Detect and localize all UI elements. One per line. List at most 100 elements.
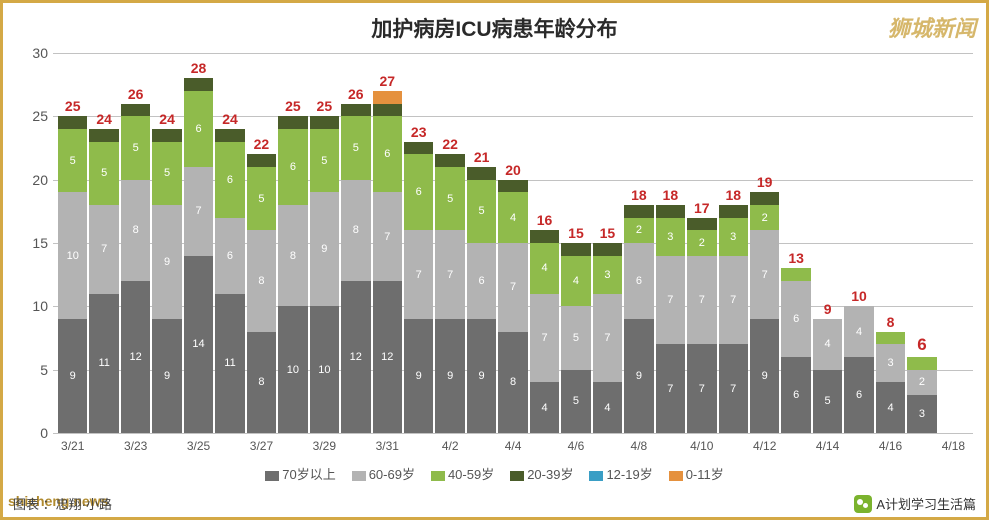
- segment-value: 9: [447, 370, 453, 382]
- bar-segment: 3: [656, 218, 685, 256]
- bar-column: 549: [813, 319, 842, 433]
- bar-segment: 9: [624, 319, 653, 433]
- bar-segment: [89, 129, 118, 142]
- legend-swatch: [431, 471, 445, 481]
- bar-column: 97522: [435, 154, 464, 433]
- bar-segment: 6: [215, 142, 244, 218]
- bar-column: 128526: [121, 104, 150, 433]
- bar-segment: [656, 205, 685, 218]
- bar-segment: 7: [184, 167, 213, 256]
- segment-value: 9: [762, 370, 768, 382]
- bar-segment: 9: [750, 319, 779, 433]
- segment-value: 5: [70, 155, 76, 167]
- segment-value: 10: [287, 364, 299, 376]
- bar-segment: 5: [152, 142, 181, 205]
- segment-value: 5: [825, 395, 831, 407]
- segment-value: 4: [541, 402, 547, 414]
- bar-segment: 9: [435, 319, 464, 433]
- segment-value: 12: [381, 351, 393, 363]
- bar-total-label: 19: [757, 174, 773, 190]
- y-tick-label: 10: [23, 298, 48, 314]
- bar-segment: 5: [121, 116, 150, 179]
- segment-value: 4: [541, 262, 547, 274]
- bar-segment: 7: [656, 344, 685, 433]
- segment-value: 11: [224, 357, 235, 369]
- bar-total-label: 6: [917, 335, 926, 355]
- x-tick-label: [529, 433, 560, 453]
- legend-item: 0-11岁: [669, 464, 724, 483]
- y-tick-label: 20: [23, 172, 48, 188]
- segment-value: 5: [164, 167, 170, 179]
- bar-segment: [593, 243, 622, 256]
- bar-total-label: 20: [505, 162, 521, 178]
- x-tick-label: 4/18: [938, 433, 969, 453]
- bar-segment: [247, 154, 276, 167]
- bar-segment: 6: [467, 243, 496, 319]
- bar-column: 87420: [498, 180, 527, 433]
- bar-segment: [530, 230, 559, 243]
- segment-value: 6: [793, 389, 799, 401]
- bar-column: 6613: [781, 268, 810, 433]
- bar-segment: 2: [750, 205, 779, 230]
- bar-segment: 7: [404, 230, 433, 319]
- bar-total-label: 26: [348, 86, 364, 102]
- bar-segment: 5: [435, 167, 464, 230]
- segment-value: 10: [318, 364, 330, 376]
- segment-value: 14: [192, 338, 204, 350]
- bar-column: 55415: [561, 243, 590, 433]
- bar-segment: 7: [89, 205, 118, 294]
- segment-value: 5: [353, 142, 359, 154]
- bar-total-label: 18: [725, 187, 741, 203]
- bar-segment: [467, 167, 496, 180]
- bar-segment: 7: [373, 192, 402, 281]
- bar-segment: 6: [844, 357, 873, 433]
- bar-segment: 8: [247, 332, 276, 433]
- segment-value: 2: [919, 376, 925, 388]
- x-tick-label: 3/21: [57, 433, 88, 453]
- bar-segment: 2: [687, 230, 716, 255]
- bar-segment: 9: [58, 319, 87, 433]
- segment-value: 8: [353, 224, 359, 236]
- x-tick-label: 4/6: [560, 433, 591, 453]
- bar-total-label: 10: [851, 288, 867, 304]
- x-tick-label: 4/16: [875, 433, 906, 453]
- bar-segment: 6: [404, 154, 433, 230]
- bar-segment: 11: [89, 294, 118, 433]
- segment-value: 6: [227, 174, 233, 186]
- segment-value: 7: [384, 231, 390, 243]
- bar-segment: 14: [184, 256, 213, 433]
- segment-value: 7: [541, 332, 547, 344]
- y-tick-label: 15: [23, 235, 48, 251]
- segment-value: 3: [667, 231, 673, 243]
- segment-value: 7: [604, 332, 610, 344]
- x-tick-label: 3/25: [183, 433, 214, 453]
- bar-column: 97219: [750, 192, 779, 433]
- bar-column: 127627: [373, 91, 402, 433]
- segment-value: 7: [510, 281, 516, 293]
- legend-item: 70岁以上: [265, 464, 335, 483]
- bar-segment: 6: [373, 116, 402, 192]
- x-tick-label: [214, 433, 245, 453]
- bar-segment: [152, 129, 181, 142]
- bar-total-label: 22: [254, 136, 270, 152]
- segment-value: 6: [416, 186, 422, 198]
- segment-value: 7: [101, 243, 107, 255]
- bar-segment: 9: [467, 319, 496, 433]
- segment-value: 8: [133, 224, 139, 236]
- x-tick-label: 4/12: [749, 433, 780, 453]
- bar-column: 77217: [687, 218, 716, 433]
- bar-segment: 7: [498, 243, 527, 332]
- segment-value: 4: [604, 402, 610, 414]
- x-tick-label: 4/10: [686, 433, 717, 453]
- legend-swatch: [669, 471, 683, 481]
- x-tick-label: [780, 433, 811, 453]
- bar-segment: 5: [813, 370, 842, 433]
- segment-value: 6: [856, 389, 862, 401]
- bar-segment: 4: [844, 306, 873, 357]
- segment-value: 4: [510, 212, 516, 224]
- bar-segment: 7: [656, 256, 685, 345]
- bar-total-label: 21: [474, 149, 490, 165]
- segment-value: 7: [667, 383, 673, 395]
- x-tick-label: 3/27: [246, 433, 277, 453]
- segment-value: 7: [762, 269, 768, 281]
